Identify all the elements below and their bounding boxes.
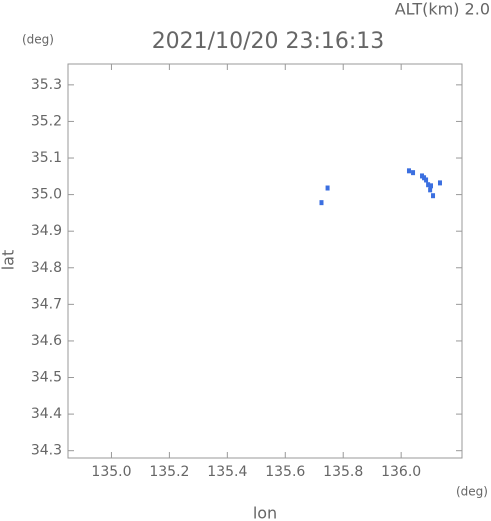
- y-tick-label: 34.6: [31, 333, 62, 349]
- x-unit: (deg): [456, 485, 488, 499]
- echo-point: [319, 200, 324, 206]
- y-tick-label: 34.3: [31, 443, 62, 459]
- echo-point: [426, 182, 431, 188]
- x-tick-label: 135.4: [207, 464, 247, 480]
- echo-point: [422, 175, 427, 181]
- y-tick-label: 35.1: [31, 150, 62, 166]
- echo-point: [411, 170, 416, 176]
- y-axis-label: lat: [0, 250, 18, 271]
- y-tick-label: 34.9: [31, 223, 62, 239]
- x-axis-label: lon: [253, 504, 277, 521]
- y-unit: (deg): [22, 33, 54, 47]
- x-tick-label: 136.0: [381, 464, 421, 480]
- x-tick-label: 135.2: [149, 464, 189, 480]
- y-tick-label: 35.0: [31, 187, 62, 203]
- echo-point: [420, 173, 425, 179]
- chart-title: 2021/10/20 23:16:13: [152, 29, 385, 54]
- echo-point: [431, 193, 436, 199]
- echo-point: [437, 180, 442, 186]
- y-tick-label: 34.7: [31, 296, 62, 312]
- y-tick-label: 34.5: [31, 370, 62, 386]
- x-tick-label: 135.8: [323, 464, 363, 480]
- echo-point: [424, 177, 429, 183]
- y-tick-label: 35.2: [31, 113, 62, 129]
- subtitle: ALT(km) 2.0: [395, 0, 490, 19]
- plot-frame: [67, 63, 463, 459]
- x-tick-label: 135.0: [91, 464, 131, 480]
- y-tick-label: 34.8: [31, 260, 62, 276]
- echo-point: [325, 185, 330, 191]
- echo-point: [428, 187, 433, 193]
- y-tick-label: 34.4: [31, 406, 62, 422]
- y-tick-label: 35.3: [31, 77, 62, 93]
- echo-point: [429, 183, 434, 189]
- echo-point: [406, 168, 411, 174]
- x-tick-label: 135.6: [265, 464, 305, 480]
